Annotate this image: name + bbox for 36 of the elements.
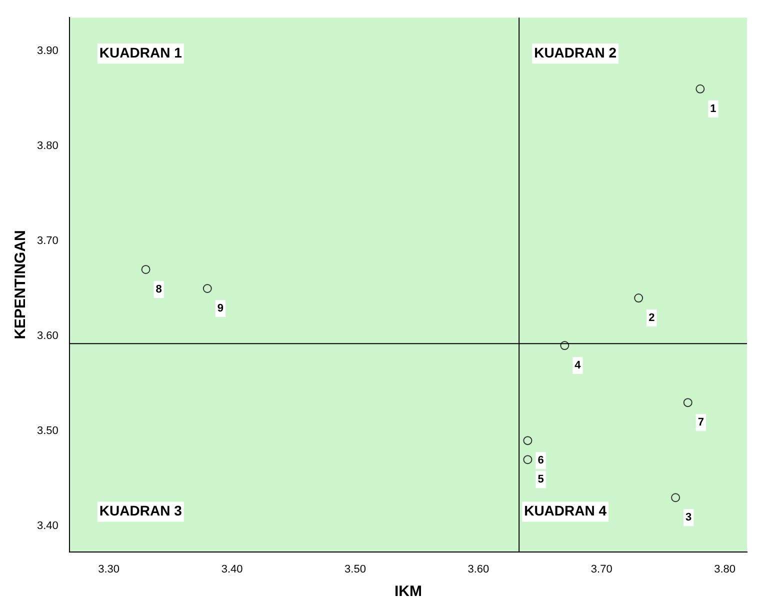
point <box>634 294 644 303</box>
annotation: 1 <box>710 102 716 115</box>
point <box>696 84 705 94</box>
point <box>141 264 150 274</box>
annotation: 5 <box>538 474 544 486</box>
annotation: 4 <box>574 360 582 372</box>
annotation: KUADRAN 2 <box>534 44 617 60</box>
annotation: 7 <box>698 416 704 429</box>
x-tick-label: 3.30 <box>98 563 120 576</box>
annotation: KUADRAN 4 <box>524 502 607 519</box>
annotation: 8 <box>156 284 162 296</box>
annotation: 2 <box>648 312 655 324</box>
y-tick-label: 3.40 <box>36 520 58 532</box>
x-tick-label: 3.80 <box>714 563 736 576</box>
x-axis-title: IKM <box>394 583 422 600</box>
annotation: 6 <box>538 454 544 467</box>
y-tick-label: 3.60 <box>36 330 58 342</box>
y-tick-label: 3.70 <box>36 235 58 248</box>
point <box>683 398 692 408</box>
y-tick-label: 3.90 <box>36 44 58 57</box>
y-tick-label: 3.80 <box>36 140 58 152</box>
point <box>202 284 212 293</box>
point <box>523 455 532 464</box>
x-tick-label: 3.50 <box>344 563 366 576</box>
annotation: KUADRAN 1 <box>99 44 182 60</box>
annotation: 9 <box>217 302 224 315</box>
x-tick-label: 3.40 <box>221 563 243 576</box>
point <box>671 493 680 502</box>
annotation: 3 <box>686 512 692 524</box>
y-tick-label: 3.50 <box>36 425 58 438</box>
annotation: KUADRAN 3 <box>99 502 182 519</box>
point <box>523 436 532 446</box>
point <box>560 341 570 350</box>
x-tick-label: 3.60 <box>468 563 490 576</box>
y-axis-title: KEPENTINGAN <box>12 230 30 340</box>
x-tick-label: 3.70 <box>590 563 612 576</box>
